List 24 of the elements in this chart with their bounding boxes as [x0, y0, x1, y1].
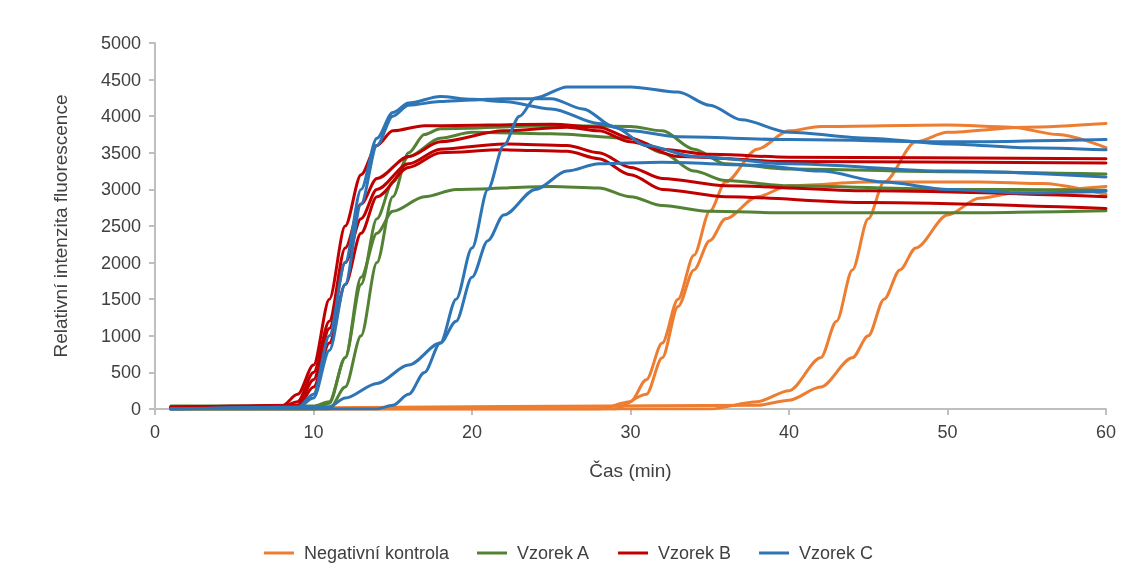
y-tick-label: 1000	[100, 325, 141, 346]
y-tick-label: 3500	[100, 142, 141, 163]
y-tick-label: 2500	[100, 216, 141, 236]
y-tick-label: 2000	[100, 252, 141, 273]
y-tick-label: 5000	[100, 33, 141, 53]
x-tick-label: 0	[149, 422, 161, 442]
y-tick-label: 3000	[100, 179, 141, 200]
x-tick-label: 50	[937, 422, 958, 442]
y-tick-label: 500	[110, 362, 141, 383]
y-tick-label: 4000	[100, 106, 141, 127]
y-tick-label: 4500	[100, 69, 141, 90]
legend-label: Vzorek A	[517, 543, 590, 563]
legend-label: Vzorek B	[658, 543, 732, 563]
x-tick-label: 40	[778, 422, 800, 442]
legend-label: Vzorek C	[799, 543, 874, 563]
y-axis-title: Relativní intenzita fluorescence	[50, 94, 71, 358]
legend-label: Negativní kontrola	[303, 543, 450, 563]
x-tick-label: 20	[461, 422, 483, 442]
x-tick-label: 60	[1095, 422, 1117, 442]
x-axis-title: Čas (min)	[589, 460, 672, 481]
x-tick-label: 30	[620, 422, 641, 442]
y-tick-label: 1500	[100, 289, 141, 310]
y-tick-label: 0	[130, 399, 141, 419]
x-tick-label: 10	[303, 422, 324, 442]
